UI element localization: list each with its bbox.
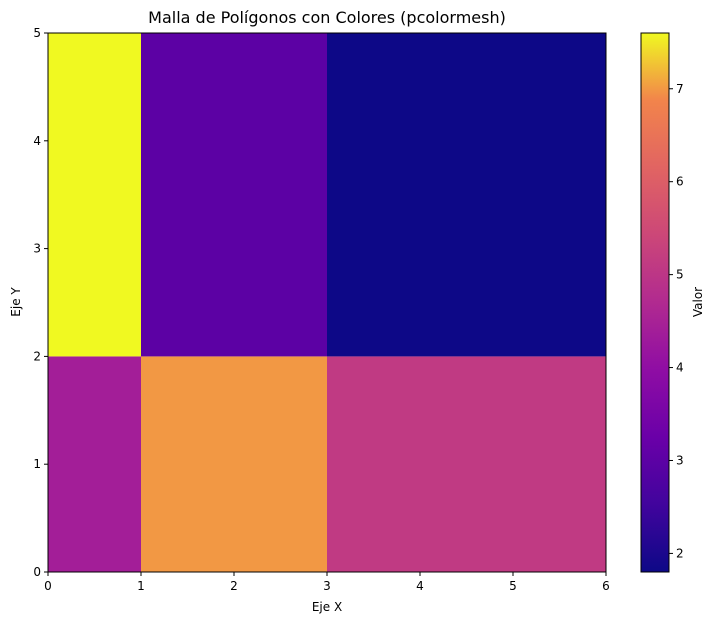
x-tick-label: 1	[137, 579, 145, 593]
heatmap-cell	[327, 356, 606, 572]
x-axis-label: Eje X	[312, 600, 342, 614]
y-tick-label: 5	[33, 26, 41, 40]
colorbar-tick-label: 5	[676, 268, 684, 282]
x-tick-label: 0	[44, 579, 52, 593]
x-tick-label: 2	[230, 579, 238, 593]
x-tick-label: 6	[602, 579, 610, 593]
heatmap-cell	[141, 356, 327, 572]
y-axis: 0 1 2 3 4 5	[33, 26, 48, 579]
heatmap-cell	[48, 33, 141, 357]
y-tick-label: 0	[33, 565, 41, 579]
heatmap-cell	[141, 33, 327, 357]
colorbar-tick-label: 6	[676, 175, 684, 189]
colorbar	[640, 32, 670, 573]
colorbar-tick-label: 4	[676, 361, 684, 375]
colorbar-ticks: 2 3 4 5 6 7	[669, 82, 684, 560]
y-tick-label: 3	[33, 242, 41, 256]
x-tick-label: 4	[416, 579, 424, 593]
y-axis-label: Eje Y	[9, 287, 23, 317]
y-tick-label: 1	[33, 457, 41, 471]
colorbar-tick-label: 7	[676, 82, 684, 96]
heatmap-cell	[48, 356, 141, 572]
y-tick-label: 2	[33, 349, 41, 363]
colorbar-tick-label: 3	[676, 453, 684, 467]
x-axis: 0 1 2 3 4 5 6	[44, 572, 610, 593]
y-tick-label: 4	[33, 134, 41, 148]
chart-title: Malla de Polígonos con Colores (pcolorme…	[148, 8, 506, 27]
x-tick-label: 3	[323, 579, 331, 593]
colorbar-label: Valor	[691, 287, 705, 317]
heatmap-cells	[48, 33, 606, 572]
heatmap-cell	[327, 33, 606, 357]
x-tick-label: 5	[509, 579, 517, 593]
colorbar-tick-label: 2	[676, 546, 684, 560]
